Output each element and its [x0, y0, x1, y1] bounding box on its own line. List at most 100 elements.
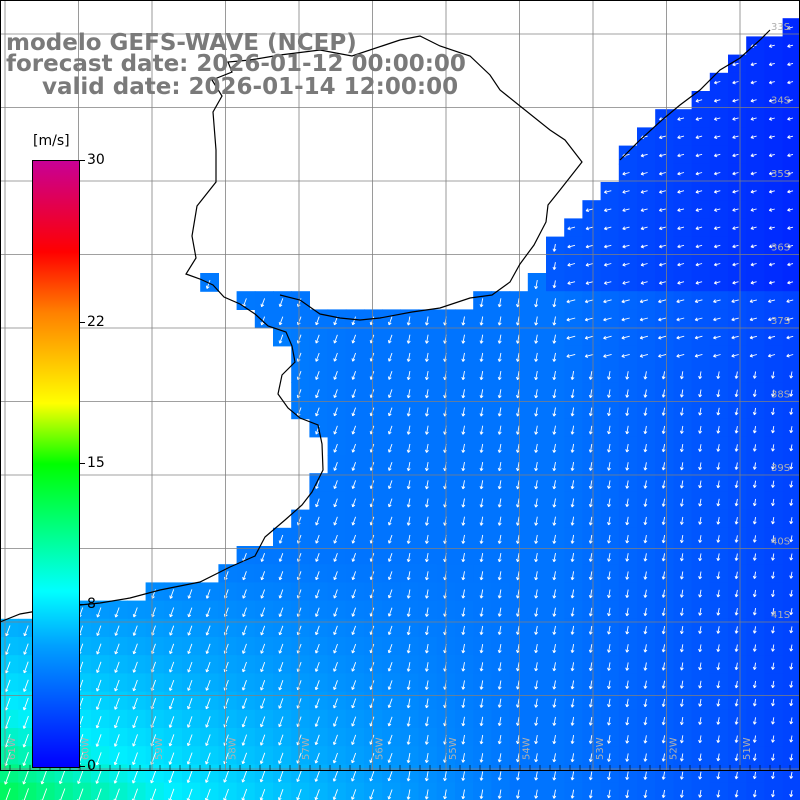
wind-arrow	[732, 153, 739, 158]
wind-arrow	[607, 589, 611, 599]
wind-arrow	[552, 280, 557, 289]
wind-arrow	[242, 625, 247, 636]
wind-arrow	[603, 262, 612, 267]
wind-arrow	[716, 662, 721, 671]
wind-arrow	[625, 771, 630, 781]
wind-arrow	[552, 298, 557, 308]
wind-arrow	[752, 407, 757, 416]
wind-arrow	[497, 753, 502, 763]
wind-arrow	[607, 698, 611, 708]
wind-arrow	[789, 480, 794, 488]
wind-arrow	[567, 226, 576, 231]
wind-arrow	[588, 516, 593, 526]
wind-arrow	[4, 770, 11, 785]
wind-arrow	[497, 571, 502, 581]
wind-arrow	[205, 679, 211, 691]
wind-arrow	[570, 753, 575, 763]
wind-arrow	[570, 698, 575, 708]
wind-arrow	[315, 607, 320, 617]
wind-arrow	[461, 516, 466, 526]
wind-arrow	[698, 371, 703, 380]
wind-arrow	[787, 135, 794, 139]
wind-arrow	[333, 625, 338, 636]
wind-arrow	[787, 226, 794, 230]
wind-arrow	[351, 553, 357, 562]
longitude-label: 59W	[154, 737, 165, 760]
latitude-label: 36S	[771, 243, 790, 254]
wind-arrow	[570, 607, 575, 617]
wind-arrow	[716, 571, 721, 580]
wind-arrow	[242, 607, 247, 618]
wind-arrow	[639, 335, 649, 340]
wind-arrow	[643, 571, 648, 580]
wind-arrow	[114, 679, 120, 692]
wind-arrow	[658, 353, 667, 358]
wind-arrow	[187, 661, 193, 673]
wind-arrow	[607, 480, 611, 489]
latitude-label: 38S	[771, 390, 790, 401]
wind-arrow	[698, 498, 703, 507]
wind-arrow	[186, 770, 193, 784]
wind-arrow	[461, 662, 466, 672]
wind-arrow	[22, 752, 29, 766]
wind-arrow	[552, 644, 557, 654]
wind-arrow	[424, 771, 429, 782]
wind-arrow	[607, 571, 611, 580]
wind-arrow	[789, 699, 794, 707]
wind-arrow	[643, 753, 648, 762]
wind-arrow	[424, 316, 429, 326]
wind-arrow	[768, 98, 775, 103]
wind-arrow	[734, 426, 739, 434]
wind-arrow	[260, 625, 266, 636]
wind-arrow	[461, 771, 466, 781]
wind-arrow	[205, 643, 211, 654]
wind-arrow	[698, 735, 703, 744]
wind-arrow	[566, 317, 576, 322]
wind-arrow	[534, 644, 539, 654]
wind-arrow	[679, 371, 684, 380]
wind-arrow	[771, 571, 775, 579]
wind-arrow	[732, 244, 739, 249]
wind-arrow	[732, 117, 739, 121]
wind-arrow	[424, 443, 429, 453]
wind-arrow	[314, 680, 320, 691]
wind-arrow	[132, 625, 138, 636]
wind-arrow	[333, 643, 338, 654]
wind-arrow	[387, 425, 393, 435]
wind-arrow	[789, 644, 794, 652]
wind-arrow	[278, 716, 284, 728]
wind-arrow	[622, 171, 630, 176]
wind-arrow	[603, 299, 612, 304]
wind-arrow	[643, 553, 648, 562]
wind-arrow	[479, 298, 484, 308]
wind-arrow	[679, 662, 684, 671]
wind-arrow	[588, 698, 593, 708]
wind-arrow	[679, 771, 684, 780]
wind-arrow	[716, 680, 721, 689]
wind-arrow	[789, 389, 794, 397]
wind-arrow	[187, 589, 193, 599]
wind-arrow	[771, 444, 775, 452]
wind-arrows	[4, 25, 794, 800]
wind-arrow	[186, 716, 193, 728]
wind-arrow	[424, 389, 429, 399]
wind-arrow	[570, 480, 575, 490]
wind-arrow	[661, 771, 666, 780]
wind-arrow	[625, 644, 630, 653]
coastline	[0, 29, 771, 623]
wind-arrow	[679, 644, 684, 653]
wind-arrow	[639, 299, 649, 304]
wind-arrow	[716, 371, 721, 380]
wind-arrow	[752, 553, 757, 561]
wind-arrow	[406, 643, 411, 654]
wind-arrow	[333, 407, 338, 417]
wind-arrow	[406, 752, 411, 764]
colorbar-tick-mark	[79, 604, 85, 606]
wind-arrow	[497, 625, 502, 635]
wind-arrow	[241, 698, 248, 709]
wind-arrow	[205, 716, 211, 728]
wind-arrow	[679, 607, 684, 616]
wind-arrow	[625, 789, 630, 799]
wind-arrow	[278, 661, 284, 673]
wind-arrow	[552, 371, 557, 381]
